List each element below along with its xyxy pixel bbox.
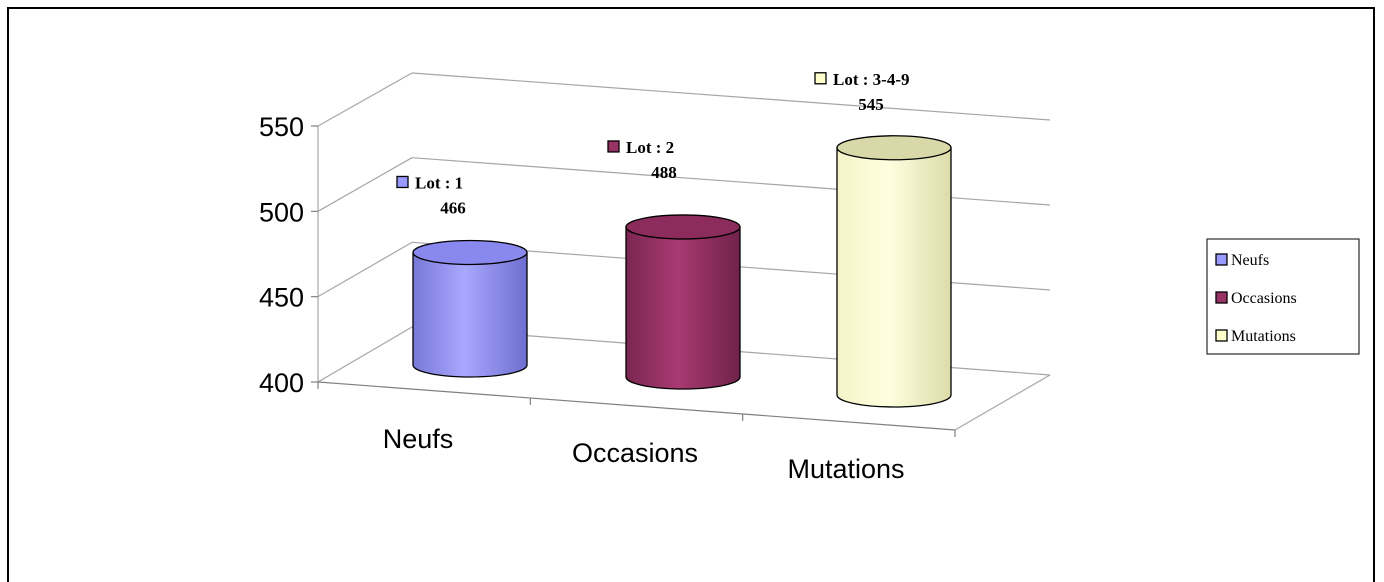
legend-label: Neufs xyxy=(1231,252,1269,269)
data-label-key xyxy=(607,140,620,153)
y-axis-ticks: 400 450 500 550 xyxy=(259,112,318,398)
y-tick-label: 500 xyxy=(259,197,304,227)
cylinder-body xyxy=(836,147,952,408)
data-label-value: 545 xyxy=(858,95,884,114)
legend-item-neufs: Neufs xyxy=(1215,252,1269,269)
data-label-neufs: Lot : 1 466 xyxy=(396,173,466,217)
data-label-series: Lot : 1 xyxy=(415,173,463,192)
cylinder-top xyxy=(625,214,741,240)
x-tick-label: Occasions xyxy=(572,438,698,468)
cylinder-bar-occasions xyxy=(625,214,741,390)
data-label-occasions: Lot : 2 488 xyxy=(607,138,677,182)
data-label-value: 488 xyxy=(651,163,677,182)
x-tick-label: Neufs xyxy=(383,424,454,454)
gridline-side xyxy=(317,72,413,127)
y-tick-label: 400 xyxy=(259,368,304,398)
gridline-back xyxy=(411,157,1051,206)
bars xyxy=(412,135,952,408)
data-label-series: Lot : 2 xyxy=(626,138,674,157)
cylinder-bar-mutations xyxy=(836,135,952,408)
legend-item-occasions: Occasions xyxy=(1215,290,1297,307)
cylinder-body xyxy=(625,226,741,390)
x-axis-categories: Neufs Occasions Mutations xyxy=(317,382,956,484)
legend-key xyxy=(1215,291,1228,304)
data-label-mutations: Lot : 3-4-9 545 xyxy=(814,70,909,114)
x-tick-label: Mutations xyxy=(787,454,904,484)
data-label-value: 466 xyxy=(440,198,466,217)
gridline-back xyxy=(411,72,1051,121)
legend-item-mutations: Mutations xyxy=(1215,328,1296,345)
legend-key xyxy=(1215,329,1228,342)
legend-label: Occasions xyxy=(1231,290,1297,307)
y-tick-label: 450 xyxy=(259,283,304,313)
y-tick-label: 550 xyxy=(259,112,304,142)
floor-left-edge xyxy=(317,326,413,383)
cylinder-top xyxy=(836,135,952,161)
gridline-side xyxy=(317,157,413,212)
data-label-key xyxy=(396,175,409,189)
gridline-side xyxy=(317,241,413,298)
floor-front-edge xyxy=(317,381,956,431)
cylinder-bar-neufs xyxy=(412,239,528,378)
data-label-key xyxy=(814,72,827,85)
cylinder-top xyxy=(412,239,528,266)
legend: Neufs Occasions Mutations xyxy=(1206,238,1360,355)
data-label-series: Lot : 3-4-9 xyxy=(833,70,909,89)
data-labels: Lot : 1 466 Lot : 2 488 Lot : 3-4-9 545 xyxy=(396,70,909,217)
legend-box xyxy=(1206,238,1360,355)
cylinder-body xyxy=(412,251,528,378)
floor-right-edge xyxy=(954,374,1051,431)
legend-key xyxy=(1215,253,1228,266)
chart-frame xyxy=(7,7,1375,582)
legend-label: Mutations xyxy=(1231,328,1296,345)
